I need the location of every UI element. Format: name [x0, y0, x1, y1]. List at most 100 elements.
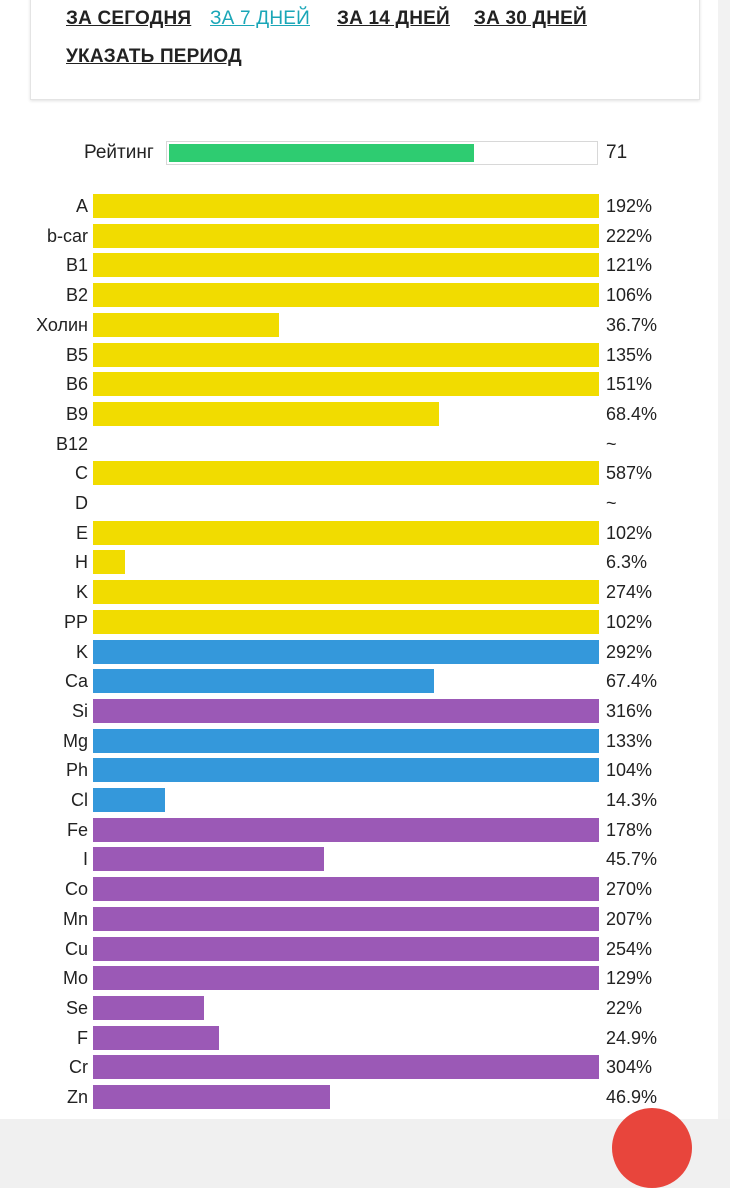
- nutrient-percent: 222%: [606, 226, 653, 246]
- nutrient-name: I: [82, 849, 88, 869]
- nutrient-percent: 121%: [606, 255, 653, 275]
- nutrient-percent: 270%: [606, 879, 653, 899]
- period-7-days-link[interactable]: ЗА 7 ДНЕЙ: [210, 8, 310, 29]
- nutrient-row: K 292%: [0, 640, 718, 665]
- nutrient-percent: 135%: [606, 345, 653, 365]
- nutrient-name: Zn: [66, 1087, 88, 1107]
- nutrient-name: B6: [65, 374, 88, 394]
- nutrient-bar: [93, 461, 599, 485]
- nutrient-percent: 106%: [606, 285, 653, 305]
- nutrient-row: Ph 104%: [0, 758, 718, 783]
- nutrient-percent: 178%: [606, 820, 653, 840]
- nutrient-bar: [93, 818, 599, 842]
- nutrient-name: Холин: [36, 315, 88, 335]
- nutrient-bar: [93, 699, 599, 723]
- rating-value: 71: [606, 142, 628, 163]
- nutrient-name: Mg: [62, 731, 88, 751]
- nutrient-name: E: [75, 523, 88, 543]
- period-30-days-link[interactable]: ЗА 30 ДНЕЙ: [474, 8, 587, 29]
- nutrient-row: K 274%: [0, 580, 718, 605]
- nutrient-bar: [93, 729, 599, 753]
- nutrient-name: Cl: [71, 790, 88, 810]
- nutrient-percent: 304%: [606, 1057, 653, 1077]
- nutrient-percent: 129%: [606, 968, 653, 988]
- nutrient-row: Cr 304%: [0, 1055, 718, 1080]
- nutrient-row: Mn 207%: [0, 907, 718, 932]
- nutrient-percent: 102%: [606, 612, 653, 632]
- nutrient-percent: 274%: [606, 582, 653, 602]
- nutrient-row: B2 106%: [0, 283, 718, 308]
- nutrient-percent: 587%: [606, 463, 653, 483]
- nutrient-percent: 22%: [606, 998, 643, 1018]
- nutrient-percent: 133%: [606, 731, 653, 751]
- nutrient-bar: [93, 640, 599, 664]
- nutrient-percent: 104%: [606, 760, 653, 780]
- nutrient-row: B5 135%: [0, 343, 718, 368]
- nutrient-row: b-car 222%: [0, 224, 718, 249]
- nutrient-name: B1: [65, 255, 88, 275]
- nutrient-percent: 68.4%: [606, 404, 658, 424]
- nutrient-name: Se: [65, 998, 88, 1018]
- nutrient-name: K: [75, 582, 88, 602]
- nutrient-name: Co: [64, 879, 88, 899]
- nutrient-name: B5: [65, 345, 88, 365]
- nutrient-bar: [93, 253, 599, 277]
- nutrient-bar: [93, 610, 599, 634]
- nutrient-row: Se 22%: [0, 996, 718, 1021]
- nutrient-row: Холин 36.7%: [0, 313, 718, 338]
- nutrient-row: Mg 133%: [0, 729, 718, 754]
- nutrient-percent: 45.7%: [606, 849, 658, 869]
- nutrient-percent: 292%: [606, 642, 653, 662]
- content-panel: ЗА СЕГОДНЯ ЗА 7 ДНЕЙ ЗА 14 ДНЕЙ ЗА 30 ДН…: [0, 0, 718, 1119]
- nutrient-bar: [93, 877, 599, 901]
- nutrient-name: PP: [63, 612, 88, 632]
- nutrient-bar: [93, 1085, 330, 1109]
- nutrient-percent: 151%: [606, 374, 653, 394]
- nutrient-row: Mo 129%: [0, 966, 718, 991]
- nutrient-row: B12 ~: [0, 432, 718, 457]
- nutrient-name: Mo: [62, 968, 88, 988]
- nutrient-name: B2: [65, 285, 88, 305]
- nutrient-percent: 192%: [606, 196, 653, 216]
- nutrient-name: B9: [65, 404, 88, 424]
- nutrient-name: F: [77, 1028, 88, 1048]
- nutrient-bar: [93, 580, 599, 604]
- nutrient-row: A 192%: [0, 194, 718, 219]
- nutrient-percent: ~: [606, 434, 617, 454]
- nutrient-row: Co 270%: [0, 877, 718, 902]
- nutrient-name: A: [75, 196, 88, 216]
- nutrient-bar: [93, 343, 599, 367]
- period-14-days-link[interactable]: ЗА 14 ДНЕЙ: [337, 8, 450, 29]
- nutrient-percent: 316%: [606, 701, 653, 721]
- nutrient-name: Si: [71, 701, 88, 721]
- rating-progress-bar: [166, 141, 598, 165]
- nutrient-bar: [93, 224, 599, 248]
- nutrient-percent: 14.3%: [606, 790, 658, 810]
- nutrient-bar: [93, 550, 125, 574]
- period-today-link[interactable]: ЗА СЕГОДНЯ: [66, 8, 192, 29]
- nutrient-percent: 102%: [606, 523, 653, 543]
- nutrient-name: C: [75, 463, 88, 483]
- nutrient-name: D: [75, 493, 88, 513]
- nutrient-row: C 587%: [0, 461, 718, 486]
- custom-period-link[interactable]: УКАЗАТЬ ПЕРИОД: [66, 46, 242, 67]
- nutrient-bar: [93, 937, 599, 961]
- nutrient-row: E 102%: [0, 521, 718, 546]
- nutrient-percent: 36.7%: [606, 315, 658, 335]
- nutrient-row: Zn 46.9%: [0, 1085, 718, 1110]
- nutrient-name: H: [75, 552, 88, 572]
- rating-progress-fill: [169, 144, 474, 162]
- nutrient-percent: 67.4%: [606, 671, 658, 691]
- scrollbar-track[interactable]: [718, 0, 730, 1119]
- nutrient-row: Ca 67.4%: [0, 669, 718, 694]
- nutrient-bar: [93, 313, 279, 337]
- floating-action-button[interactable]: [612, 1108, 692, 1188]
- nutrient-bar: [93, 372, 599, 396]
- nutrient-row: B9 68.4%: [0, 402, 718, 427]
- nutrient-bar: [93, 758, 599, 782]
- nutrient-row: F 24.9%: [0, 1026, 718, 1051]
- nutrient-bar: [93, 521, 599, 545]
- nutrient-row: I 45.7%: [0, 847, 718, 872]
- nutrient-percent: 207%: [606, 909, 653, 929]
- nutrient-row: B6 151%: [0, 372, 718, 397]
